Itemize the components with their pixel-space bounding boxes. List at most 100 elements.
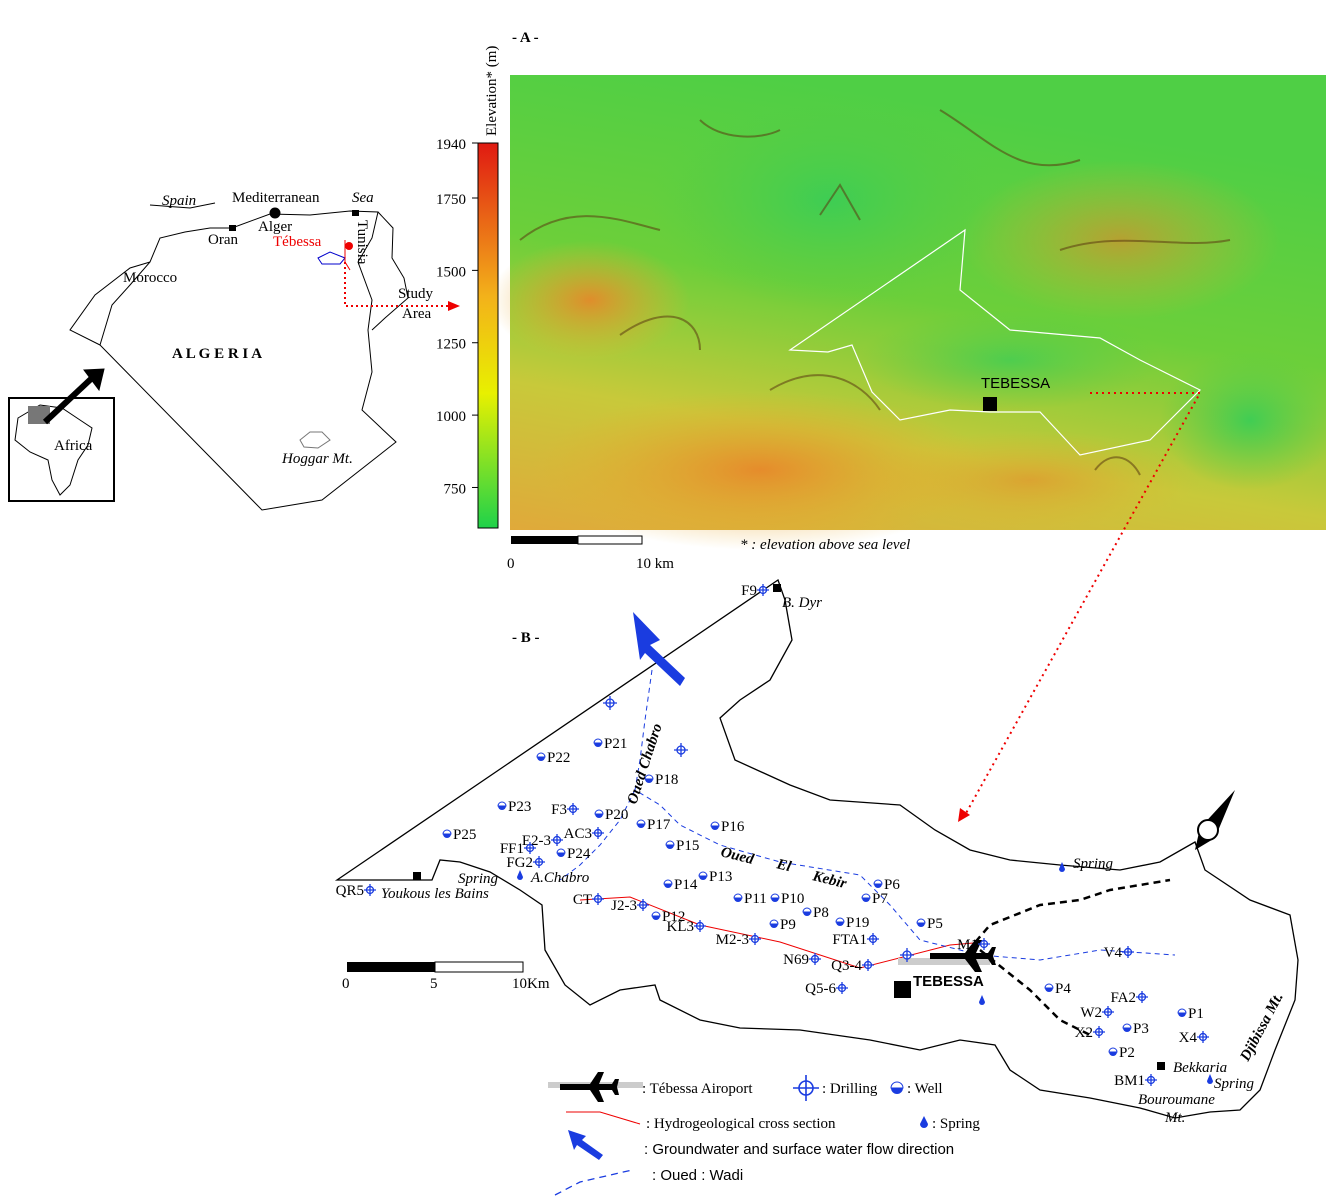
drilling-label: M1 xyxy=(957,937,978,953)
legend-well xyxy=(891,1082,903,1094)
town-marker xyxy=(1157,1062,1165,1070)
city-marker xyxy=(983,397,997,411)
legend-plane xyxy=(560,1072,619,1102)
well-label: P24 xyxy=(567,846,591,862)
well-label: P2 xyxy=(1119,1045,1135,1061)
scale-segment xyxy=(435,962,523,972)
inset-labels: Spain Mediterranean Sea Alger Oran Tébes… xyxy=(54,190,434,467)
scale-bar-b: 0 5 10Km xyxy=(342,962,550,992)
wadi-label: Oued xyxy=(719,844,756,868)
well-marker xyxy=(594,739,602,743)
legend-label: : Tébessa Airoport xyxy=(642,1081,753,1097)
drilling-marker xyxy=(567,803,579,815)
well-label: P19 xyxy=(846,915,869,931)
well-marker xyxy=(664,880,672,884)
well-label: P8 xyxy=(813,905,829,921)
place-label: Bekkaria xyxy=(1173,1060,1227,1076)
well-marker xyxy=(595,810,603,814)
inset-label: Area xyxy=(402,306,431,322)
basin-boundary xyxy=(337,580,1298,1118)
well-label: P11 xyxy=(744,891,767,907)
legend-label: : Oued : Wadi xyxy=(652,1167,743,1184)
inset-label: Spain xyxy=(162,193,196,209)
well-label: P7 xyxy=(872,891,888,907)
wadi-label: El xyxy=(774,856,793,875)
drilling-marker xyxy=(1145,1074,1157,1086)
drilling-marker xyxy=(1102,1006,1114,1018)
city-dot xyxy=(352,210,359,216)
well-marker xyxy=(836,918,844,922)
inset-label: Mediterranean xyxy=(232,190,320,206)
panel-label: - A - xyxy=(512,30,539,46)
drilling-label: J2-3 xyxy=(611,898,637,914)
well-label: P9 xyxy=(780,917,796,933)
drilling-label: F3 xyxy=(551,802,567,818)
colorbar-tick-label: 1940 xyxy=(436,137,466,153)
drilling-marker xyxy=(533,856,545,868)
drilling-marker xyxy=(551,834,563,846)
wadi-label: Kebir xyxy=(810,868,848,892)
well-marker xyxy=(1123,1024,1131,1028)
legend-label: : Groundwater and surface water flow dir… xyxy=(644,1141,954,1158)
place-label: A.Chabro xyxy=(530,870,590,886)
place-label: Mt. xyxy=(1164,1110,1185,1126)
drilling-marker xyxy=(978,938,990,950)
place-label: B. Dyr xyxy=(782,595,822,611)
panel-label: - B - xyxy=(512,630,540,646)
well-marker xyxy=(537,753,545,757)
scale-label: 10 km xyxy=(636,556,674,572)
well-marker xyxy=(1045,984,1053,988)
scale-segment xyxy=(347,962,435,972)
locator-arrow xyxy=(45,378,92,422)
drilling-marker xyxy=(592,827,604,839)
terrain xyxy=(860,310,1160,410)
drilling-label: X4 xyxy=(1179,1030,1198,1046)
spring-marker xyxy=(517,870,523,880)
place-label: Spring xyxy=(1073,856,1114,872)
well-label: P4 xyxy=(1055,981,1071,997)
colorbar-tick-label: 750 xyxy=(444,481,467,497)
city-label: TEBESSA xyxy=(981,375,1050,392)
north-arrow xyxy=(1195,790,1235,850)
well-marker xyxy=(557,849,565,853)
well-marker xyxy=(734,894,742,898)
place-label: Djibissa Mt. xyxy=(1237,990,1287,1065)
well-label: P5 xyxy=(927,916,943,932)
colorbar-tick-label: 1500 xyxy=(436,264,466,280)
north-arrow-circle xyxy=(1198,820,1218,840)
spring-marker xyxy=(1059,862,1065,872)
wadi-label: Oued Chabro xyxy=(625,722,666,807)
scale-bar-a: 0 10 km xyxy=(507,536,674,572)
well-marker xyxy=(711,822,719,826)
well-label: P18 xyxy=(655,772,678,788)
drilling-label: W2 xyxy=(1080,1005,1102,1021)
terrain xyxy=(860,430,1200,530)
well-marker xyxy=(862,894,870,898)
place-label: Bouroumane xyxy=(1138,1092,1215,1108)
drilling-marker xyxy=(674,743,688,757)
inset-label: Oran xyxy=(208,232,238,248)
drilling-label: Q5-6 xyxy=(805,981,836,997)
city-dot xyxy=(270,208,280,218)
drilling-label: FA2 xyxy=(1110,990,1136,1006)
drilling-marker xyxy=(364,884,376,896)
inset-label: Morocco xyxy=(123,270,177,286)
well-marker xyxy=(917,919,925,923)
drilling-marker xyxy=(592,893,604,905)
inset-label: Africa xyxy=(54,438,93,454)
well-marker xyxy=(874,880,882,884)
well-marker xyxy=(443,830,451,834)
elevation-map: TEBESSA xyxy=(490,75,1326,822)
inset-label: Tébessa xyxy=(273,234,322,250)
drilling-marker xyxy=(1197,1031,1209,1043)
well-label: P23 xyxy=(508,799,531,815)
terrain xyxy=(490,240,690,360)
figure: Spain Mediterranean Sea Alger Oran Tébes… xyxy=(0,0,1326,1197)
place-label: Youkous les Bains xyxy=(381,886,489,902)
legend-wadi xyxy=(555,1170,632,1195)
wadi xyxy=(635,670,1175,960)
well-label: P1 xyxy=(1188,1006,1204,1022)
scale-label: 10Km xyxy=(512,976,550,992)
study-area-pointer-head xyxy=(448,301,460,311)
